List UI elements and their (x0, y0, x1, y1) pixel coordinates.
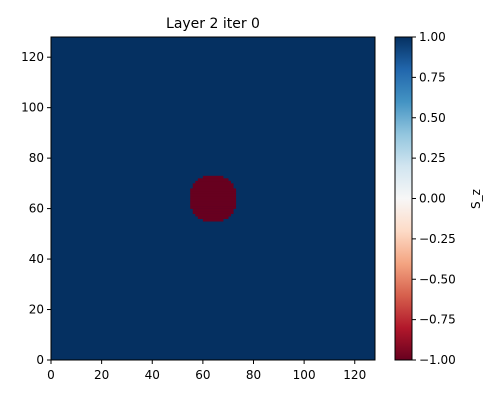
heatmap-region (190, 175, 237, 222)
x-tick-label: 20 (94, 368, 109, 382)
heatmap-cell-row (190, 193, 237, 197)
colorbar-tick-label: 0.50 (419, 111, 446, 125)
plot-area (51, 37, 375, 360)
heatmap-cell-row (192, 211, 234, 214)
heatmap-cell-row (190, 198, 237, 202)
heatmap-cell-row (190, 201, 237, 204)
colorbar-tick-label: 0.00 (419, 192, 446, 206)
y-axis: 0 20 40 60 80 100 120 (21, 50, 51, 367)
heatmap-cell-row (190, 195, 237, 199)
x-tick-label: 0 (47, 368, 55, 382)
y-tick-label: 60 (29, 202, 44, 216)
heatmap-cell-row (190, 188, 237, 192)
y-tick-label: 100 (21, 101, 44, 115)
plot-frame (50, 36, 376, 361)
colorbar-tick-label: 1.00 (419, 30, 446, 44)
heatmap-cell-row (197, 178, 229, 182)
heatmap-cell-row (195, 180, 232, 184)
x-tick-label: 120 (343, 368, 366, 382)
heatmap-cell-row (190, 206, 237, 209)
y-tick-label: 40 (29, 252, 44, 266)
heatmap-cell-row (190, 203, 237, 207)
heatmap-cell-row (192, 208, 234, 212)
y-tick-label: 20 (29, 303, 44, 317)
heatmap-cell-row (202, 218, 224, 222)
heatmap-cell-row (192, 185, 234, 189)
heatmap-cell-row (202, 175, 224, 179)
y-tick-label: 120 (21, 50, 44, 64)
x-tick-label: 80 (246, 368, 261, 382)
x-tick-label: 60 (195, 368, 210, 382)
colorbar (395, 37, 412, 360)
colorbar-tick-label: −1.00 (419, 353, 456, 367)
heatmap-cell-row (192, 183, 234, 187)
chart-title: Layer 2 iter 0 (166, 16, 260, 32)
heatmap-cell-row (190, 190, 237, 194)
x-tick-label: 40 (145, 368, 160, 382)
y-tick-label: 80 (29, 151, 44, 165)
colorbar-tick-label: 0.75 (419, 70, 446, 84)
colorbar-label: S_z (469, 189, 483, 209)
heatmap-cell-row (195, 213, 232, 217)
colorbar-tick-label: −0.50 (419, 272, 456, 286)
x-axis: 0 20 40 60 80 100 120 (47, 360, 366, 382)
x-tick-label: 100 (293, 368, 316, 382)
colorbar-tick-label: 0.25 (419, 151, 446, 165)
colorbar-tick-label: −0.75 (419, 313, 456, 327)
colorbar-tick-label: −0.25 (419, 232, 456, 246)
heatmap-cell-row (197, 216, 229, 219)
y-tick-label: 0 (36, 353, 44, 367)
colorbar-axis: 1.00 0.75 0.50 0.25 0.00 −0.25 −0.50 −0.75 −1.00 (412, 30, 456, 367)
